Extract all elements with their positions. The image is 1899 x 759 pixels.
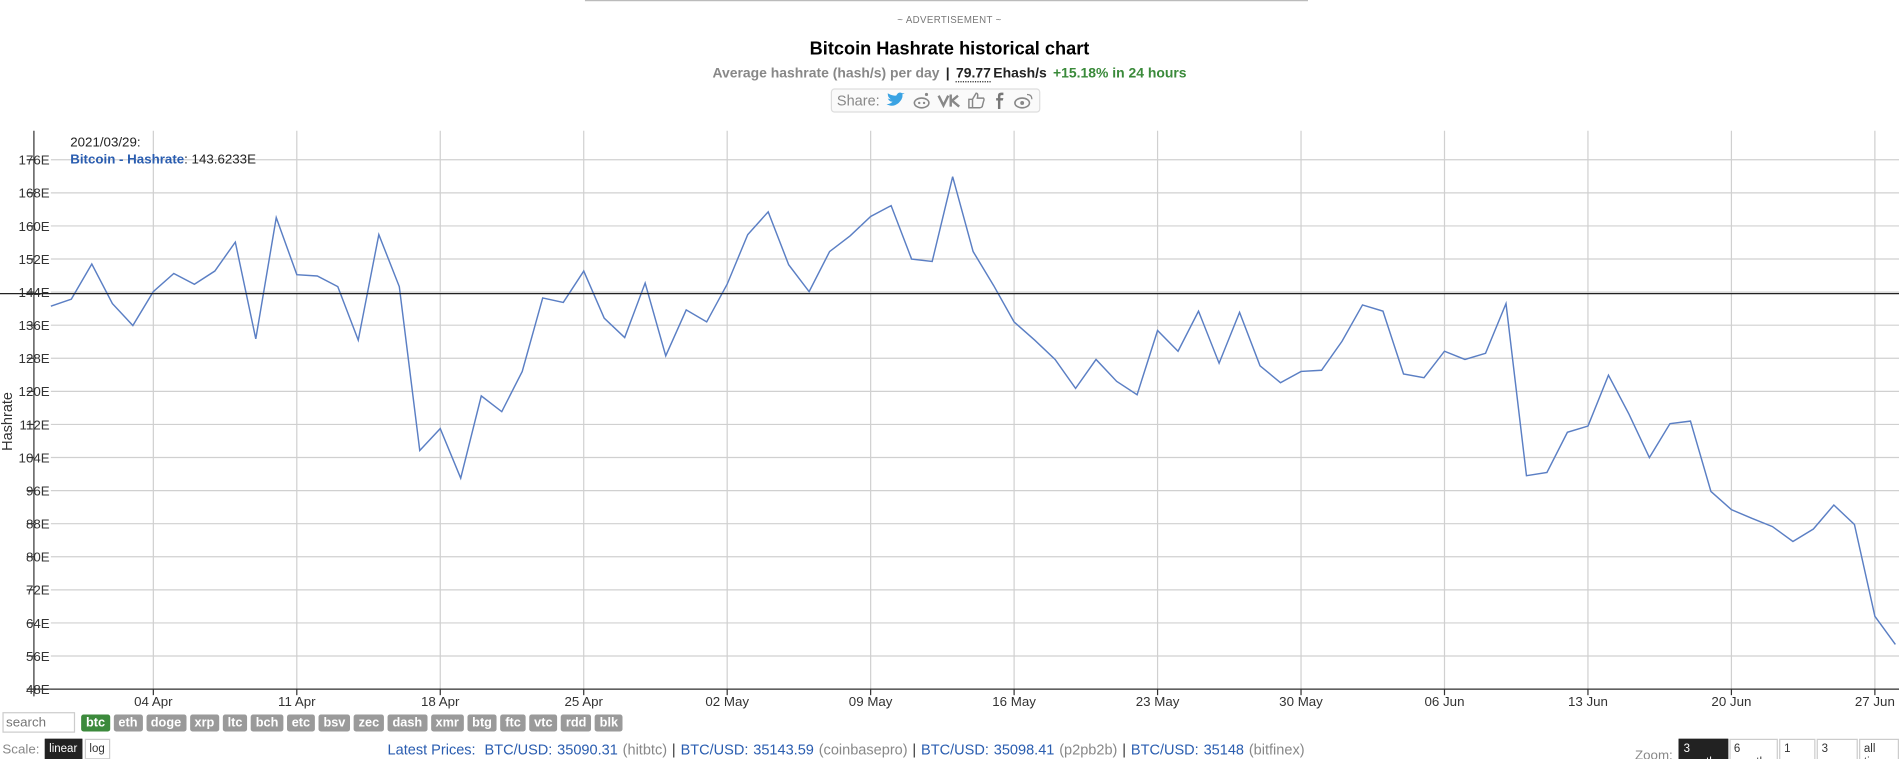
y-tick-label: 112E [20,417,50,432]
current-hashrate: 79.77 [956,66,991,83]
coin-button[interactable]: bsv [318,713,351,731]
price-value: 35148 [1203,741,1244,759]
coin-button[interactable]: doge [145,713,187,731]
weibo-icon[interactable] [1013,92,1035,109]
zoom-button[interactable]: 3 months [1678,738,1728,759]
scale-label: Scale: [2,741,40,757]
price-pair: BTC/USD: [921,741,989,759]
change: +15.18% in 24 hours [1053,66,1187,82]
reddit-icon[interactable] [911,92,933,109]
coin-button[interactable]: btg [467,713,497,731]
separator: | [671,741,676,759]
zoom-button[interactable]: 1 year [1779,738,1816,759]
coin-button[interactable]: etc [286,713,315,731]
y-tick-label: 64E [26,616,50,631]
coin-button[interactable]: btc [81,713,110,731]
y-tick-label: 80E [26,550,50,565]
search-input[interactable] [2,712,76,733]
price-exchange: (bitfinex) [1248,741,1305,759]
coin-list: btc eth doge xrp ltc bch etc bsv zec dash xmr btg ft… [81,713,623,731]
y-axis-label: Hashrate [0,392,16,451]
price-exchange: (p2pb2b) [1059,741,1118,759]
coin-button[interactable]: ftc [500,713,526,731]
page-title: Bitcoin Hashrate historical chart [809,38,1090,60]
scale-button[interactable]: linear [44,738,83,759]
y-tick-label: 72E [26,583,50,598]
scale-bar: Scale: linear log [2,738,110,759]
coin-button[interactable]: bch [250,713,284,731]
y-tick-label: 96E [26,483,50,498]
price-exchange: (coinbasepro) [818,741,908,759]
share-bar: Share: [830,88,1041,113]
price-pair: BTC/USD: [680,741,749,759]
separator: | [945,66,950,82]
zoom-button[interactable]: 6 months [1729,738,1779,759]
coin-button[interactable]: xrp [189,713,220,731]
data-line [50,176,1896,645]
coin-button[interactable]: zec [353,713,385,731]
separator: | [1122,741,1127,759]
twitter-icon[interactable] [885,92,907,109]
scale-options: linear log [44,738,110,759]
price-pair: BTC/USD: [1130,741,1199,759]
zoom-options: 3 months6 months1 year3 yearsall time [1678,738,1899,759]
y-tick-label: 88E [26,517,50,532]
ad-border [584,0,1308,2]
vk-icon[interactable] [937,92,962,109]
coin-button[interactable]: rdd [561,713,592,731]
x-tick-label: 02 May [705,694,749,708]
zoom-label: Zoom: [1634,748,1673,759]
x-tick-label: 20 Jun [1711,694,1751,708]
price-value: 35098.41 [993,741,1055,759]
coin-button[interactable]: vtc [529,713,558,731]
like-icon[interactable] [967,92,986,109]
coin-button[interactable]: ltc [222,713,248,731]
zoom-bar: Zoom: 3 months6 months1 year3 yearsall t… [1634,738,1899,759]
zoom-button[interactable]: 3 years [1816,738,1858,759]
latest-prices: Latest Prices: BTC/USD: 35090.31 (hitbtc) |… [388,741,1310,758]
share-label: Share: [836,92,880,109]
price-value: 35143.59 [753,741,814,759]
price-value: 35090.31 [557,741,618,759]
zoom-button[interactable]: all time [1859,738,1899,759]
tooltip-series: Bitcoin - Hashrate [70,151,184,166]
x-tick-label: 13 Jun [1568,694,1608,708]
x-tick-label: 06 Jun [1425,694,1465,708]
x-tick-label: 18 Apr [421,694,460,708]
x-tick-label: 11 Apr [278,694,316,708]
x-tick-label: 04 Apr [134,694,173,708]
tooltip-number: : 143.6233E [184,151,256,166]
x-tick-label: 27 Jun [1855,694,1895,708]
x-tick-label: 16 May [992,694,1036,708]
y-tick-label: 56E [26,649,50,664]
ad-label: ~ ADVERTISEMENT ~ [897,14,1002,26]
x-tick-label: 09 May [849,694,893,708]
x-tick-label: 23 May [1136,694,1180,708]
chart: 48E56E64E72E80E88E96E104E112E120E128E136… [0,130,1899,708]
x-tick-label: 25 Apr [564,694,603,708]
tooltip-value: Bitcoin - Hashrate: 143.6233E [70,151,256,166]
coin-button[interactable]: xmr [430,713,464,731]
subtitle-text: Average hashrate (hash/s) per day [712,66,940,82]
hashrate-unit: Ehash/s [993,66,1047,82]
coin-button[interactable]: eth [113,713,143,731]
prices-label: Latest Prices: [387,741,476,759]
coin-button[interactable]: dash [387,713,428,731]
facebook-icon[interactable] [991,92,1008,109]
price-exchange: (hitbtc) [622,741,668,759]
scale-button[interactable]: log [84,738,110,759]
price-pair: BTC/USD: [484,741,553,759]
coin-bar: btcethdogexrpltcbchetcbsvzecdashxmrbtgft… [2,712,623,733]
tooltip-date: 2021/03/29: [70,135,140,150]
x-tick-label: 30 May [1279,694,1323,708]
subtitle: Average hashrate (hash/s) per day | 79.7… [0,66,1899,83]
coin-button[interactable]: blk [594,713,623,731]
separator: | [912,741,917,759]
